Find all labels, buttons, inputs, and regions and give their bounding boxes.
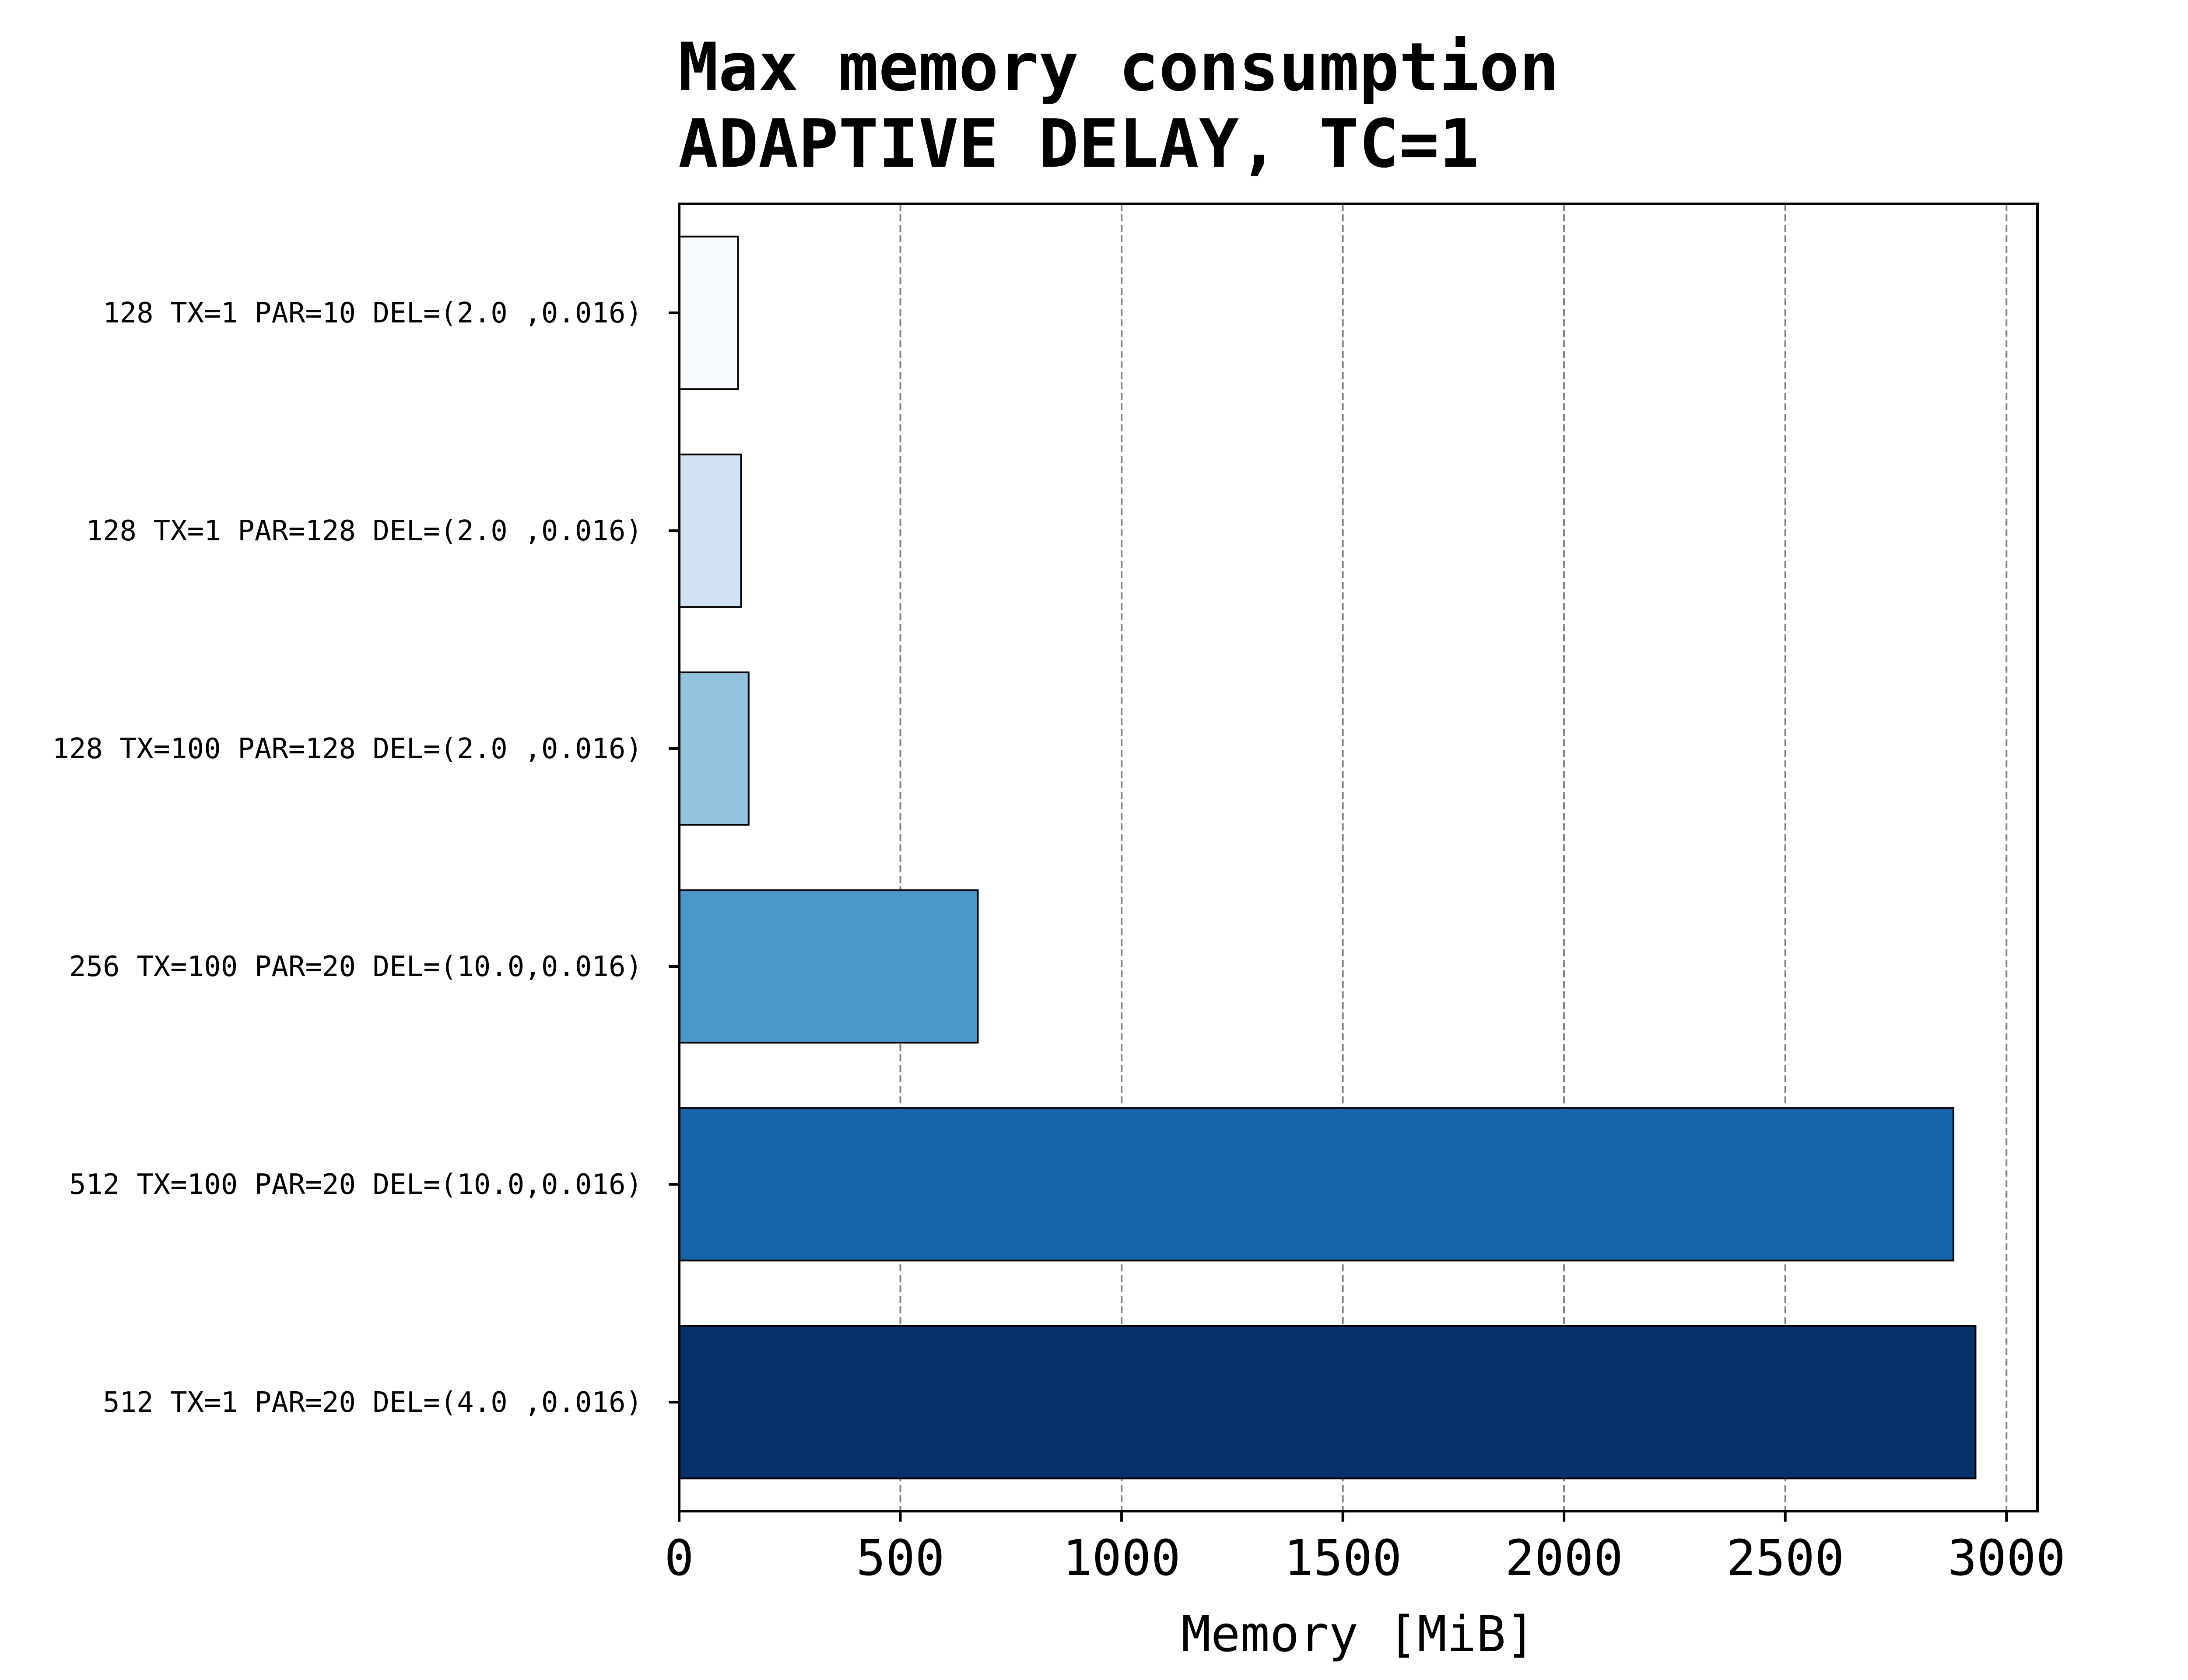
x-tick-label: 2500 [1726, 1530, 1844, 1587]
bar [678, 235, 739, 390]
x-grid-lines [899, 204, 2008, 1511]
y-tick-label: 512 TX=100 PAR=20 DEL=(10.0,0.016) [69, 1169, 642, 1201]
y-tick-label: 128 TX=100 PAR=128 DEL=(2.0 ,0.016) [52, 733, 642, 765]
bar [678, 889, 979, 1044]
x-tick-label: 1000 [1062, 1530, 1181, 1587]
x-tick-label: 1500 [1284, 1530, 1402, 1587]
bars [678, 235, 1977, 1480]
y-tick-label: 128 TX=1 PAR=128 DEL=(2.0 ,0.016) [86, 515, 642, 547]
x-tick-label: 0 [664, 1530, 694, 1587]
chart-title-line-1: Max memory consumption [678, 28, 1559, 106]
y-tick-label: 512 TX=1 PAR=20 DEL=(4.0 ,0.016) [103, 1386, 642, 1419]
x-tick-label: 500 [856, 1530, 944, 1587]
chart-title-line-2: ADAPTIVE DELAY, TC=1 [678, 105, 1479, 182]
x-tick-label: 3000 [1947, 1530, 2065, 1587]
y-tick-label: 256 TX=100 PAR=20 DEL=(10.0,0.016) [69, 951, 642, 983]
bar [678, 671, 750, 826]
bar [678, 453, 742, 608]
x-tick-label: 2000 [1505, 1530, 1623, 1587]
y-tick-label: 128 TX=1 PAR=10 DEL=(2.0 ,0.016) [103, 297, 642, 329]
bar [678, 1325, 1977, 1480]
bar [678, 1107, 1954, 1262]
x-axis-label: Memory [MiB] [1181, 1606, 1535, 1663]
y-axis-ticks: 128 TX=1 PAR=10 DEL=(2.0 ,0.016) 128 TX=1… [52, 297, 679, 1419]
plot-frame [678, 203, 2039, 1512]
x-axis-ticks: 0 500 1000 1500 2000 2500 3000 [664, 1511, 2065, 1587]
